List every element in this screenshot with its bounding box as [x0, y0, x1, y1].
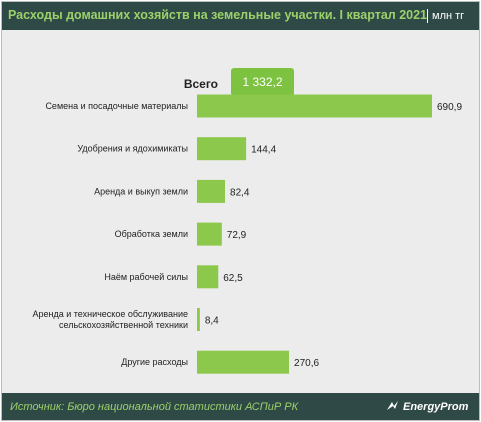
category-label: Удобрения и ядохимикаты: [77, 144, 188, 154]
bar: [197, 94, 432, 118]
brand-icon: [387, 401, 398, 410]
chart-footer: Источник: Бюро национальной статистики А…: [2, 393, 479, 420]
category-label: Семена и посадочные материалы: [45, 101, 188, 111]
chart-title: Расходы домашних хозяйств на земельные у…: [8, 8, 428, 22]
category-label: Аренда и техническое обслуживание: [33, 309, 189, 319]
bar: [197, 308, 200, 331]
bar-value-label: 62,5: [223, 273, 243, 284]
total-value-badge: 1 332,2: [231, 68, 294, 96]
bar: [197, 222, 222, 246]
brand-logo: EnergyProm: [386, 399, 468, 415]
category-label: Наём рабочей силы: [104, 272, 188, 282]
source-note: Источник: Бюро национальной статистики А…: [10, 401, 299, 413]
bar: [197, 265, 219, 289]
bar: [197, 137, 247, 161]
unit-separator: [427, 9, 428, 23]
bar-chart: 690,9 Семена и посадочные материалы 144,4 У…: [33, 94, 462, 374]
bar-value-label: 270,6: [294, 358, 319, 369]
bar-value-label: 82,4: [230, 187, 250, 198]
chart-header: Расходы домашних хозяйств на земельные у…: [2, 2, 479, 30]
category-label: Обработка земли: [115, 229, 188, 239]
bar-value-label: 8,4: [205, 316, 219, 327]
brand-name: EnergyProm: [403, 401, 469, 413]
category-label: Аренда и выкуп земли: [94, 186, 188, 196]
category-label: Другие расходы: [121, 357, 188, 367]
chart-body: Всего 1 332,2: [2, 30, 479, 393]
bar-value-label: 690,9: [437, 102, 462, 113]
bar-value-label: 144,4: [251, 145, 276, 156]
bar-value-label: 72,9: [227, 230, 247, 241]
total-label: Всего: [183, 77, 218, 91]
bar: [197, 350, 290, 374]
bar: [197, 179, 226, 203]
category-label: сельскохозяйственной техники: [59, 320, 188, 330]
unit-label: млн тг: [432, 10, 465, 22]
